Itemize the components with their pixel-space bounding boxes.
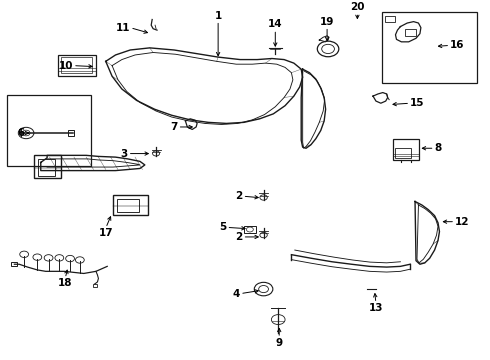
Bar [61, 58, 92, 73]
Bar [113, 195, 148, 215]
Text: 2: 2 [235, 191, 243, 201]
Text: 11: 11 [116, 23, 130, 33]
Text: 2: 2 [235, 232, 243, 242]
Bar [385, 16, 395, 22]
Bar [93, 284, 98, 287]
Text: 15: 15 [410, 98, 425, 108]
Text: 6: 6 [18, 128, 25, 138]
Text: 20: 20 [350, 3, 365, 12]
Bar [68, 130, 74, 136]
Bar [392, 139, 419, 160]
Bar [395, 148, 411, 158]
Bar [6, 95, 91, 166]
Bar [117, 199, 139, 212]
Text: 5: 5 [219, 222, 226, 232]
Text: 1: 1 [215, 10, 222, 21]
Bar [58, 55, 97, 76]
Text: 4: 4 [233, 289, 240, 299]
Text: 9: 9 [276, 338, 283, 348]
Text: 16: 16 [450, 40, 465, 50]
Text: 13: 13 [368, 303, 383, 313]
Text: 19: 19 [320, 17, 334, 27]
Text: 8: 8 [435, 143, 442, 153]
Bar [38, 158, 55, 176]
Text: 7: 7 [170, 122, 177, 132]
Bar [405, 30, 416, 36]
Text: 18: 18 [58, 278, 73, 288]
Text: 3: 3 [121, 149, 128, 158]
Bar [244, 226, 256, 233]
Text: 12: 12 [455, 217, 469, 227]
Text: 14: 14 [268, 19, 283, 30]
Text: 17: 17 [98, 228, 113, 238]
Text: 10: 10 [58, 60, 73, 71]
Bar [382, 12, 477, 84]
Bar [34, 156, 61, 179]
Bar [11, 262, 17, 266]
